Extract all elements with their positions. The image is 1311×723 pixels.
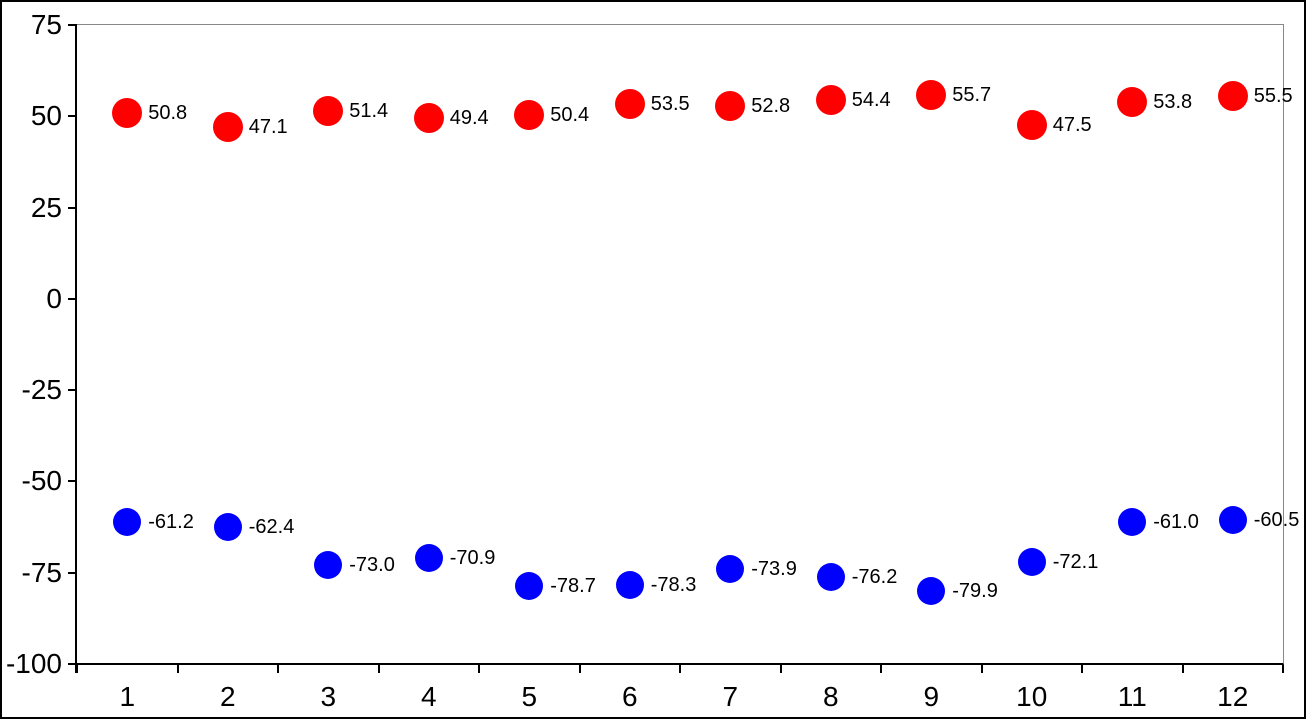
x-tick-label: 9 xyxy=(923,681,940,712)
data-point-label: 51.4 xyxy=(349,100,389,123)
x-tick-mark xyxy=(779,665,782,673)
data-point-label: 55.5 xyxy=(1253,85,1293,108)
y-tick-mark xyxy=(68,480,77,483)
data-point-label: 47.5 xyxy=(1052,114,1092,137)
x-tick-mark xyxy=(1181,665,1184,673)
x-tick-label: 1 xyxy=(119,681,136,712)
data-point-marker xyxy=(515,572,544,601)
data-point-label: 53.5 xyxy=(650,92,690,115)
y-tick-label: -25 xyxy=(21,374,62,406)
y-tick-label: 50 xyxy=(30,100,62,132)
data-point-marker xyxy=(815,85,846,116)
x-tick-label: 11 xyxy=(1117,681,1147,712)
data-point-marker xyxy=(413,103,444,134)
data-point-marker xyxy=(1218,505,1247,534)
data-point-label: -73.0 xyxy=(349,554,395,577)
x-tick-mark xyxy=(176,665,179,673)
data-point-label: -73.9 xyxy=(751,557,797,580)
data-point-marker xyxy=(716,554,745,583)
data-point-marker xyxy=(614,88,645,119)
x-tick-label: 7 xyxy=(722,681,739,712)
x-tick-mark xyxy=(377,665,380,673)
data-point-marker xyxy=(1217,81,1248,112)
data-point-marker xyxy=(112,98,143,129)
data-point-marker xyxy=(113,508,142,537)
data-point-marker xyxy=(615,570,644,599)
plot-area xyxy=(75,24,1284,665)
data-point-marker xyxy=(313,96,344,127)
y-tick-label: -100 xyxy=(5,648,62,679)
y-tick-mark xyxy=(68,389,77,392)
y-tick-mark xyxy=(68,115,77,118)
y-tick-label: -75 xyxy=(21,556,62,588)
data-point-label: 54.4 xyxy=(851,89,891,112)
y-tick-mark xyxy=(68,571,77,574)
data-point-marker xyxy=(1118,507,1147,536)
data-point-label: -78.3 xyxy=(650,573,697,596)
y-tick-mark xyxy=(68,663,77,665)
data-point-marker xyxy=(1017,548,1046,577)
x-tick-mark xyxy=(880,665,882,673)
data-point-label: -62.4 xyxy=(248,515,295,538)
data-point-label: -70.9 xyxy=(449,546,496,569)
data-point-label: 50.4 xyxy=(550,103,590,126)
x-tick-label: 4 xyxy=(420,681,437,712)
y-tick-mark xyxy=(68,24,77,26)
y-tick-label: 75 xyxy=(30,9,62,40)
x-tick-label: 5 xyxy=(521,681,538,712)
data-point-label: -61.0 xyxy=(1153,510,1199,533)
data-point-marker xyxy=(1117,87,1148,118)
data-point-label: -78.7 xyxy=(550,575,596,598)
x-tick-mark xyxy=(277,665,279,673)
data-point-marker xyxy=(1016,110,1047,141)
data-point-label: 52.8 xyxy=(751,95,791,118)
data-point-marker xyxy=(414,543,443,572)
x-tick-mark xyxy=(980,665,983,673)
data-point-label: 53.8 xyxy=(1153,91,1193,114)
data-point-marker xyxy=(212,111,243,142)
data-point-marker xyxy=(916,80,947,111)
data-point-label: 55.7 xyxy=(952,84,992,107)
x-tick-mark xyxy=(478,665,480,673)
data-point-label: -79.9 xyxy=(952,579,998,602)
x-tick-mark xyxy=(679,665,681,673)
y-tick-label: -50 xyxy=(21,465,62,497)
x-tick-mark xyxy=(578,665,581,673)
data-point-label: -76.2 xyxy=(851,566,898,589)
data-point-label: -61.2 xyxy=(148,511,194,534)
data-point-marker xyxy=(816,563,845,592)
data-point-marker xyxy=(314,551,343,580)
x-tick-mark xyxy=(1081,665,1083,673)
y-tick-mark xyxy=(68,297,77,300)
data-point-label: -72.1 xyxy=(1052,551,1099,574)
y-tick-mark xyxy=(68,206,77,209)
data-point-marker xyxy=(917,576,946,605)
y-tick-label: 25 xyxy=(30,191,62,223)
x-tick-label: 3 xyxy=(320,681,337,712)
data-point-label: -60.5 xyxy=(1253,508,1300,531)
x-tick-label: 2 xyxy=(219,681,236,712)
x-tick-label: 12 xyxy=(1217,681,1249,712)
data-point-marker xyxy=(715,91,746,122)
x-tick-mark xyxy=(76,665,78,673)
data-point-marker xyxy=(514,99,545,130)
x-tick-label: 6 xyxy=(621,681,638,712)
data-point-label: 49.4 xyxy=(449,107,489,130)
x-tick-mark xyxy=(1282,665,1284,673)
y-tick-label: 0 xyxy=(46,282,62,314)
x-tick-label: 10 xyxy=(1016,681,1048,712)
data-point-marker xyxy=(213,512,242,541)
data-point-label: 50.8 xyxy=(148,102,188,125)
x-tick-label: 8 xyxy=(822,681,839,712)
data-point-label: 47.1 xyxy=(248,115,288,138)
